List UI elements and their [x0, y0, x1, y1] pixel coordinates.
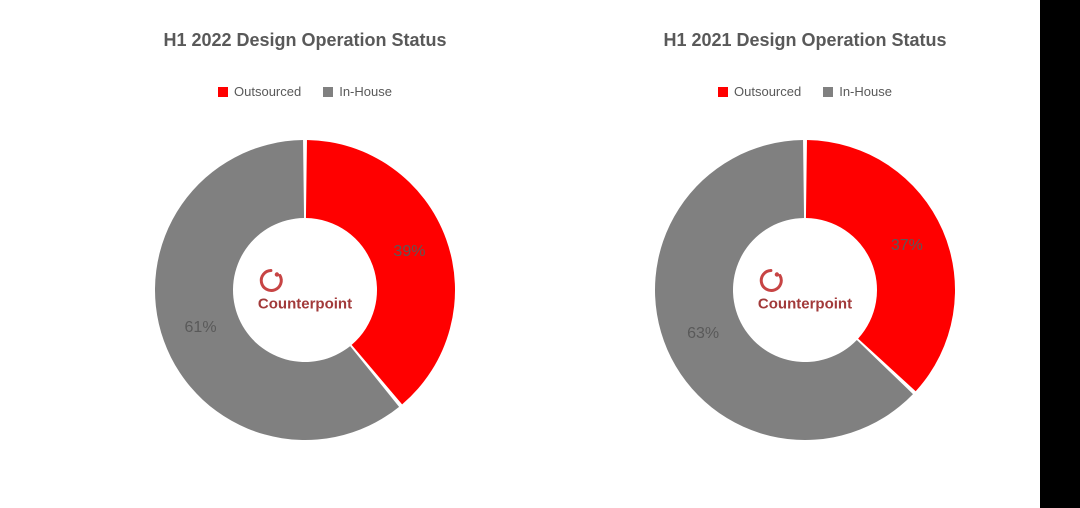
legend-2022: Outsourced In-House — [70, 84, 540, 99]
donut-slice-outsourced — [806, 140, 955, 391]
donut-svg — [655, 140, 955, 440]
legend-item-inhouse: In-House — [823, 84, 892, 99]
legend-label-inhouse: In-House — [339, 84, 392, 99]
chart-stage: H1 2022 Design Operation Status Outsourc… — [0, 0, 1080, 508]
legend-2021: Outsourced In-House — [570, 84, 1040, 99]
panel-2021: H1 2021 Design Operation Status Outsourc… — [570, 0, 1040, 508]
pct-label-outsourced: 39% — [393, 243, 425, 261]
legend-label-outsourced: Outsourced — [734, 84, 801, 99]
donut-svg — [155, 140, 455, 440]
legend-swatch-inhouse — [323, 87, 333, 97]
legend-item-outsourced: Outsourced — [718, 84, 801, 99]
legend-swatch-outsourced — [218, 87, 228, 97]
chart-title-2021: H1 2021 Design Operation Status — [570, 30, 1040, 51]
legend-swatch-inhouse — [823, 87, 833, 97]
panel-2022: H1 2022 Design Operation Status Outsourc… — [70, 0, 540, 508]
pct-label-outsourced: 37% — [891, 237, 923, 255]
donut-2022: Counterpoint 39%61% — [155, 140, 455, 440]
donut-2021: Counterpoint 37%63% — [655, 140, 955, 440]
chart-title-2022: H1 2022 Design Operation Status — [70, 30, 540, 51]
pct-label-in_house: 61% — [185, 319, 217, 337]
legend-label-inhouse: In-House — [839, 84, 892, 99]
legend-swatch-outsourced — [718, 87, 728, 97]
pct-label-in_house: 63% — [687, 325, 719, 343]
right-black-bar — [1040, 0, 1080, 508]
legend-item-outsourced: Outsourced — [218, 84, 301, 99]
legend-label-outsourced: Outsourced — [234, 84, 301, 99]
legend-item-inhouse: In-House — [323, 84, 392, 99]
